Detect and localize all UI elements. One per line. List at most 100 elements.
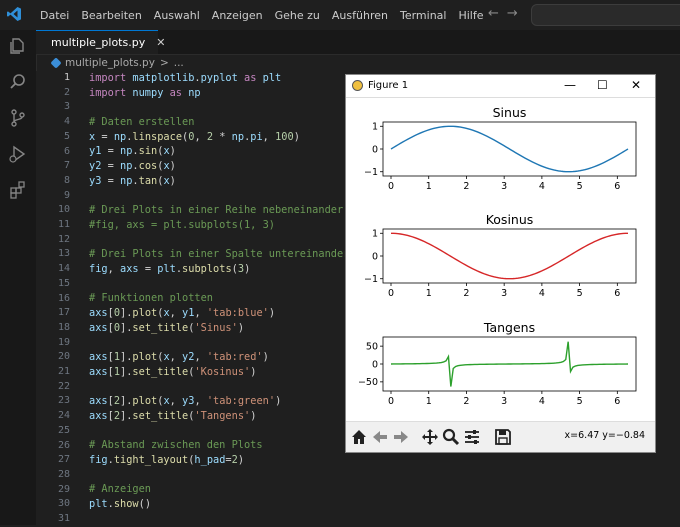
line-number: 5 — [63, 130, 70, 142]
x-tick-label: 0 — [388, 288, 394, 299]
code-line[interactable]: axs[2].set_title('Tangens') — [89, 409, 257, 422]
command-center[interactable] — [531, 4, 680, 26]
figure-toolbar: x=6.47 y=−0.84 — [346, 421, 655, 452]
vscode-logo-icon — [7, 7, 21, 21]
code-line[interactable]: ​ — [89, 424, 349, 439]
pan-icon[interactable] — [421, 428, 439, 446]
menu-ausfuehren[interactable]: Ausführen — [331, 8, 388, 22]
maximize-button[interactable]: ☐ — [597, 78, 608, 92]
back-arrow-icon[interactable]: ← — [488, 6, 507, 21]
zoom-icon[interactable] — [442, 428, 460, 446]
figure-canvas[interactable]: Sinus 0 1 2 3 4 5 6 1 0 −1 Kosinus 0 1 2 3 4 5 6 1 0 −1 Tangen… — [346, 98, 655, 422]
code-line[interactable]: fig.tight_layout(h_pad=2) — [89, 453, 245, 466]
breadcrumb-file[interactable]: multiple_plots.py — [65, 57, 155, 69]
line-number: 11 — [57, 219, 70, 231]
line-numbers: 1 2 3 4 5 6 7 8 9 10 11 12 13 14 15 16 17 18 19 20 21 22 23 24 2… — [36, 71, 70, 527]
configure-subplots-icon[interactable] — [463, 428, 481, 446]
x-tick-label: 1 — [426, 288, 432, 299]
code-line[interactable]: axs[1].set_title('Kosinus') — [89, 365, 257, 378]
extensions-icon[interactable] — [8, 180, 28, 200]
code-line[interactable]: ​ — [89, 468, 349, 483]
line-number: 26 — [57, 439, 70, 451]
x-tick-label: 1 — [426, 181, 432, 192]
x-tick-label: 4 — [539, 288, 545, 299]
code-line[interactable]: #fig, axs = plt.subplots(1, 3) — [89, 218, 275, 231]
code-area[interactable]: import matplotlib.pyplot as plt import nu… — [89, 71, 349, 526]
run-debug-icon[interactable] — [8, 144, 28, 164]
series-line-tan — [390, 341, 629, 387]
code-line[interactable]: ​ — [89, 512, 349, 527]
back-icon[interactable] — [371, 428, 389, 446]
forward-arrow-icon[interactable]: → — [506, 6, 526, 21]
line-number: 18 — [57, 321, 70, 333]
line-number: 3 — [63, 101, 70, 113]
tab-close-icon[interactable]: ✕ — [156, 36, 166, 49]
figure-window: Figure 1 — ☐ ✕ Sinus 0 1 2 3 4 5 6 1 0 −1 Kosinus 0 1… — [345, 74, 656, 453]
code-line[interactable]: axs[0].plot(x, y1, 'tab:blue') — [89, 307, 276, 319]
code-line[interactable]: # Drei Plots in einer Spalte untereinand… — [89, 248, 350, 261]
menu-anzeigen[interactable]: Anzeigen — [211, 8, 263, 22]
menu-hilfe[interactable]: Hilfe — [458, 8, 484, 22]
close-button[interactable]: ✕ — [631, 78, 642, 92]
x-tick-label: 5 — [577, 396, 583, 407]
tab-multiple-plots[interactable]: multiple_plots.py ✕ — [36, 30, 165, 54]
code-line[interactable]: fig, axs = plt.subplots(3) — [89, 262, 251, 275]
x-tick-label: 6 — [614, 181, 620, 192]
x-tick-label: 4 — [539, 396, 545, 407]
nav-arrows: ←→ — [488, 6, 526, 21]
line-number: 21 — [57, 366, 70, 378]
code-line[interactable]: axs[0].set_title('Sinus') — [89, 321, 245, 334]
chart-title: Tangens — [483, 320, 535, 335]
menu-auswahl[interactable]: Auswahl — [153, 8, 200, 22]
figure-title: Figure 1 — [368, 80, 409, 91]
line-number: 27 — [57, 454, 70, 466]
minimize-button[interactable]: — — [564, 78, 576, 92]
line-number: 24 — [57, 410, 70, 422]
menu-bearbeiten[interactable]: Bearbeiten — [81, 8, 142, 22]
code-line[interactable]: y3 = np.tan(x) — [89, 174, 176, 187]
code-line[interactable]: import numpy as np — [89, 86, 201, 99]
y-tick-label: −50 — [358, 377, 378, 388]
code-line[interactable]: axs[2].plot(x, y3, 'tab:green') — [89, 395, 282, 408]
code-line[interactable]: ​ — [89, 379, 349, 394]
x-tick-label: 6 — [614, 396, 620, 407]
code-line[interactable]: # Abstand zwischen den Plots — [89, 439, 263, 452]
search-icon[interactable] — [8, 72, 28, 92]
save-icon[interactable] — [494, 428, 512, 446]
code-line[interactable]: # Anzeigen — [89, 483, 151, 496]
line-number: 4 — [63, 116, 70, 128]
source-control-icon[interactable] — [8, 108, 28, 128]
code-line[interactable]: plt.show() — [89, 497, 152, 510]
code-line[interactable]: # Drei Plots in einer Reihe nebeneinande… — [89, 204, 344, 217]
code-line[interactable]: x = np.linspace(0, 2 * np.pi, 100) — [89, 130, 300, 143]
code-line[interactable]: ​ — [89, 100, 349, 115]
code-line[interactable]: ​ — [89, 189, 349, 204]
code-line[interactable]: y1 = np.sin(x) — [89, 145, 176, 158]
code-line[interactable]: # Daten erstellen — [89, 116, 195, 129]
code-line[interactable]: y2 = np.cos(x) — [89, 160, 176, 173]
code-line[interactable]: ​ — [89, 277, 349, 292]
y-tick-label: −1 — [364, 167, 378, 178]
home-icon[interactable] — [350, 428, 368, 446]
menu-datei[interactable]: Datei — [40, 8, 70, 22]
menu-gehe-zu[interactable]: Gehe zu — [274, 8, 320, 22]
code-line[interactable]: import matplotlib.pyplot as plt — [89, 72, 282, 84]
line-number: 19 — [57, 336, 70, 348]
menu-terminal[interactable]: Terminal — [399, 8, 447, 22]
x-tick-label: 0 — [388, 181, 394, 192]
line-number: 14 — [57, 263, 70, 275]
code-line[interactable]: # Funktionen plotten — [89, 292, 213, 305]
python-file-icon — [50, 57, 62, 69]
code-line[interactable]: ​ — [89, 233, 349, 248]
explorer-icon[interactable] — [8, 36, 28, 56]
forward-icon[interactable] — [392, 428, 410, 446]
y-tick-label: 0 — [372, 251, 378, 262]
code-line[interactable]: axs[1].plot(x, y2, 'tab:red') — [89, 351, 269, 364]
code-line[interactable]: ​ — [89, 335, 349, 350]
x-tick-label: 5 — [577, 288, 583, 299]
matplotlib-logo-icon — [352, 80, 363, 91]
line-number: 29 — [57, 483, 70, 495]
breadcrumb-rest[interactable]: ... — [173, 57, 184, 69]
y-tick-label: 1 — [372, 122, 378, 133]
line-number: 16 — [57, 292, 70, 304]
